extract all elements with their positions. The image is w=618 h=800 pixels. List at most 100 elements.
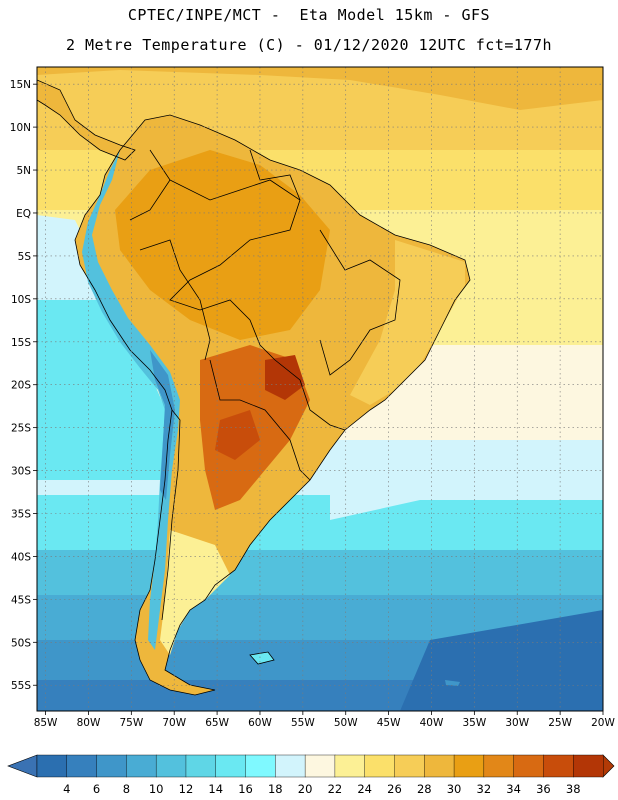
lat-tick-label: 15N: [10, 79, 31, 91]
colorbar-swatch: [215, 754, 247, 778]
colorbar-label: 10: [149, 782, 164, 796]
falklands-outline: [249, 651, 275, 665]
lat-tick-label: 10N: [10, 122, 31, 134]
colorbar-label: 22: [328, 782, 343, 796]
colorbar-swatch: [334, 754, 366, 778]
border-brazil-west: [169, 179, 301, 361]
colorbar-label: 38: [566, 782, 581, 796]
colorbar-label: 6: [93, 782, 100, 796]
colorbar: 4 6 8 10 12 14 16 18 20 22 24 26 28 30 32 34 36 38: [7, 754, 615, 796]
lon-tick-label: 50W: [334, 717, 358, 729]
border-brazil-states: [319, 229, 401, 376]
lon-tick-label: 80W: [77, 717, 101, 729]
colorbar-left-arrow: [7, 754, 38, 778]
colorbar-label: 14: [208, 782, 223, 796]
colorbar-label: 36: [536, 782, 551, 796]
brazil-east-coast: [350, 240, 465, 405]
ocean-band-40s: [37, 550, 603, 595]
title-line-2: 2 Metre Temperature (C) - 01/12/2020 12U…: [65, 36, 553, 54]
colorbar-label: 30: [447, 782, 462, 796]
colorbar-label: 20: [298, 782, 313, 796]
lon-tick-label: 70W: [162, 717, 186, 729]
lat-tick-label: 25S: [11, 423, 31, 435]
lat-tick-label: 10S: [11, 294, 31, 306]
colorbar-swatch: [394, 754, 425, 778]
lat-lon-grid: [37, 67, 603, 711]
andes-coldest-peaks: [150, 350, 175, 500]
lat-tick-label: EQ: [16, 208, 31, 220]
lon-tick-label: 30W: [505, 717, 529, 729]
axis-ticks: 85W 80W 75W 70W 65W 60W 55W 50W 45W 40W 35W 30W 25W 2…: [10, 79, 616, 729]
colorbar-swatch: [126, 754, 157, 778]
lat-tick-label: 15S: [11, 337, 31, 349]
patagonia-land: [160, 530, 230, 655]
border-peru-bolivia: [139, 239, 211, 361]
colorbar-swatch: [304, 754, 336, 778]
lon-tick-label: 35W: [462, 717, 486, 729]
lat-tick-label: 35S: [11, 509, 31, 521]
lon-tick-label: 25W: [548, 717, 572, 729]
colorbar-swatch: [96, 754, 127, 778]
lon-tick-label: 65W: [205, 717, 229, 729]
title-line-1: CPTEC/INPE/MCT - Eta Model 15km - GFS: [127, 6, 491, 24]
colorbar-swatch: [453, 754, 485, 778]
colorbar-swatch: [185, 754, 217, 778]
colorbar-swatch: [36, 754, 68, 778]
border-argentina: [209, 359, 311, 481]
colorbar-label: 8: [123, 782, 130, 796]
colorbar-label: 16: [238, 782, 253, 796]
lat-tick-label: 40S: [11, 551, 31, 563]
colorbar-swatch: [66, 754, 98, 778]
ocean-southeast-cold: [400, 610, 603, 711]
lon-tick-label: 20W: [591, 717, 615, 729]
lat-tick-label: 5S: [18, 251, 32, 263]
lat-tick-label: 20S: [11, 380, 31, 392]
continent-outline: [74, 114, 471, 696]
ocean-brazil-current: [330, 450, 603, 520]
colorbar-label: 4: [63, 782, 70, 796]
chaco-hot-spot: [215, 410, 260, 460]
lat-tick-label: 5N: [16, 165, 31, 177]
border-colombia-venezuela: [129, 149, 171, 221]
amazon-warm-core: [115, 150, 330, 340]
colorbar-label: 18: [268, 782, 283, 796]
colorbar-swatch: [275, 754, 306, 778]
lat-tick-label: 45S: [11, 594, 31, 606]
colorbar-swatch: [155, 754, 187, 778]
colorbar-label: 26: [387, 782, 402, 796]
colorbar-swatch: [245, 754, 276, 778]
country-borders: [37, 79, 471, 696]
colorbar-swatch: [364, 754, 395, 778]
lon-tick-label: 60W: [248, 717, 272, 729]
central-america-outline: [37, 79, 136, 161]
colorbar-label: 28: [417, 782, 432, 796]
lon-tick-label: 85W: [34, 717, 58, 729]
colorbar-label: 32: [477, 782, 492, 796]
south-georgia: [445, 680, 460, 686]
colorbar-swatch: [573, 754, 604, 778]
colorbar-right-arrow: [602, 754, 615, 778]
colorbar-swatch: [424, 754, 455, 778]
lat-tick-label: 50S: [11, 637, 31, 649]
border-guianas: [249, 149, 301, 201]
lon-tick-label: 75W: [119, 717, 143, 729]
colorbar-swatch: [513, 754, 544, 778]
lat-tick-label: 30S: [11, 466, 31, 478]
border-chile: [161, 409, 181, 621]
colorbar-label: 12: [179, 782, 194, 796]
colorbar-label: 24: [357, 782, 372, 796]
colorbar-swatch: [483, 754, 515, 778]
colorbar-label: 34: [506, 782, 521, 796]
lon-tick-label: 45W: [377, 717, 401, 729]
falkland-islands: [250, 652, 274, 664]
border-brazil-south: [274, 359, 346, 431]
lon-tick-label: 55W: [291, 717, 315, 729]
lon-tick-label: 40W: [420, 717, 444, 729]
lat-tick-label: 55S: [11, 680, 31, 692]
ocean-band-35s: [37, 495, 603, 550]
map-frame: [36, 66, 604, 712]
central-america-land: [37, 80, 135, 160]
map-field: [37, 67, 603, 711]
ocean-warm-patch: [37, 67, 603, 110]
